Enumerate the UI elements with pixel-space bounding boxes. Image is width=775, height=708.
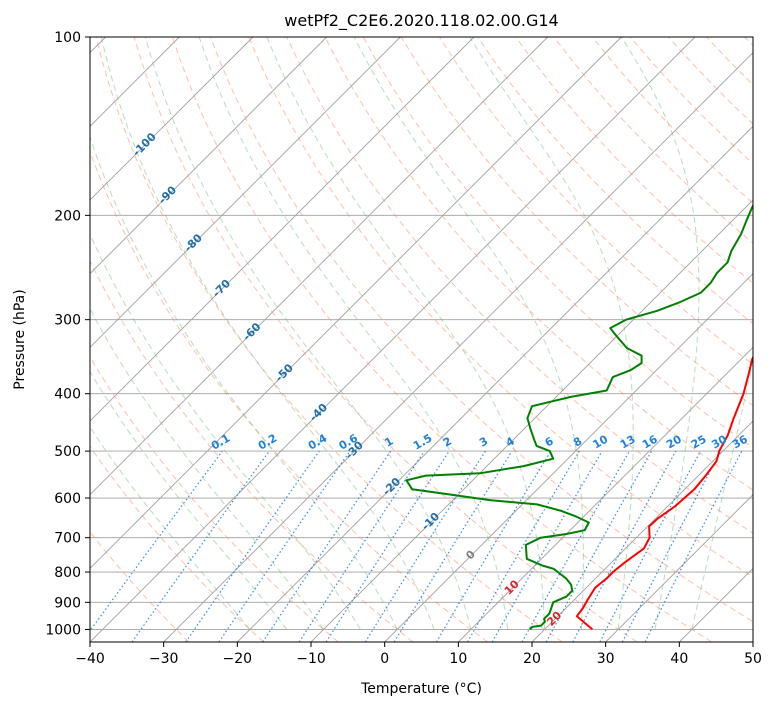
plot-frame <box>89 36 754 643</box>
dry-adiabat-line <box>210 37 753 623</box>
y-tick-label: 100 <box>54 30 81 46</box>
isotherm-line <box>163 52 753 642</box>
mixing-ratio-line <box>185 450 320 642</box>
y-tick-label: 700 <box>54 531 81 547</box>
moist-adiabat-line <box>198 37 509 630</box>
isotherm-line <box>90 37 475 422</box>
dry-adiabat-line <box>95 37 563 642</box>
isotherm-line <box>384 273 753 642</box>
dry-adiabat-line <box>515 37 753 284</box>
mixing-ratio-line <box>521 450 631 642</box>
isotherm-line <box>90 37 401 348</box>
dry-adiabat-lines <box>90 37 753 642</box>
dry-adiabat-line <box>133 37 638 642</box>
moist-adiabat-line <box>144 37 472 630</box>
y-axis-ticks: 100 200 300 400 500 600 700 800 900 1000 <box>45 30 90 638</box>
moist-adiabat-line <box>90 135 398 630</box>
x-axis-ticks: −40 −30 −20 −10 0 10 20 30 40 50 <box>75 642 762 667</box>
x-axis-label: Temperature (°C) <box>360 681 482 697</box>
dewpoint-line <box>405 203 753 631</box>
mixing-ratio-lines <box>90 450 743 642</box>
x-tick-label: 20 <box>523 651 541 667</box>
x-tick-label: 10 <box>449 651 467 667</box>
y-tick-label: 800 <box>54 565 81 581</box>
moist-adiabat-line <box>100 37 435 630</box>
isotherm-line <box>90 37 327 275</box>
x-tick-label: 30 <box>597 651 615 667</box>
x-tick-label: −30 <box>149 651 179 667</box>
mixing-ratio-line <box>131 450 270 642</box>
moist-adiabat-line <box>266 37 546 630</box>
moist-adiabat-line <box>469 37 634 630</box>
x-tick-label: −20 <box>223 651 253 667</box>
mixing-ratio-line <box>325 450 450 642</box>
y-tick-label: 200 <box>54 208 81 224</box>
moist-adiabat-line <box>621 37 700 630</box>
moist-adiabat-line <box>90 426 251 630</box>
x-tick-label: 0 <box>380 651 389 667</box>
mixing-ratio-line <box>393 450 513 642</box>
chart-title: wetPf2_C2E6.2020.118.02.00.G14 <box>284 11 558 31</box>
x-tick-label: −40 <box>75 651 105 667</box>
profile-series <box>405 203 753 631</box>
isotherm-lines <box>90 37 753 642</box>
isotherm-line <box>458 346 753 642</box>
mixing-ratio-line <box>298 450 425 642</box>
mixing-ratio-line <box>644 450 743 642</box>
dry-adiabat-line <box>286 37 753 534</box>
mixing-ratio-line <box>545 450 653 642</box>
y-tick-label: 900 <box>54 595 81 611</box>
dry-adiabat-line <box>90 259 414 642</box>
isotherm-line <box>237 125 753 642</box>
isotherm-line <box>90 37 696 642</box>
moist-adiabat-line <box>353 37 584 630</box>
pressure-grid-lines <box>90 37 753 630</box>
mixing-ratio-line <box>218 450 351 642</box>
dry-adiabat-line <box>324 37 753 491</box>
dry-adiabat-line <box>248 37 753 578</box>
y-tick-label: 500 <box>54 444 81 460</box>
moist-adiabat-lines <box>90 37 753 630</box>
y-axis-label: Pressure (hPa) <box>12 289 28 389</box>
isotherm-line <box>90 37 622 569</box>
moist-adiabat-line <box>90 370 288 630</box>
y-tick-label: 1000 <box>45 622 81 638</box>
mixing-ratio-line <box>262 450 392 642</box>
dry-adiabat-line <box>171 37 712 642</box>
y-tick-label: 300 <box>54 313 81 329</box>
mixing-ratio-line <box>90 450 223 632</box>
y-tick-label: 600 <box>54 491 81 507</box>
y-tick-label: 400 <box>54 387 81 403</box>
isotherm-line <box>90 37 254 201</box>
mixing-ratio-line <box>572 450 677 642</box>
isotherm-line <box>90 37 548 496</box>
isotherm-line <box>605 494 753 642</box>
isotherm-line <box>531 420 753 642</box>
temperature-line <box>575 355 753 631</box>
x-tick-label: 40 <box>670 651 688 667</box>
dry-adiabat-line <box>90 356 339 642</box>
x-tick-label: 50 <box>744 651 762 667</box>
moist-adiabat-line <box>90 232 361 630</box>
moist-adiabat-line <box>691 359 753 630</box>
x-tick-label: −10 <box>296 651 326 667</box>
moist-adiabat-line <box>90 307 324 630</box>
dry-adiabat-line <box>90 445 264 642</box>
